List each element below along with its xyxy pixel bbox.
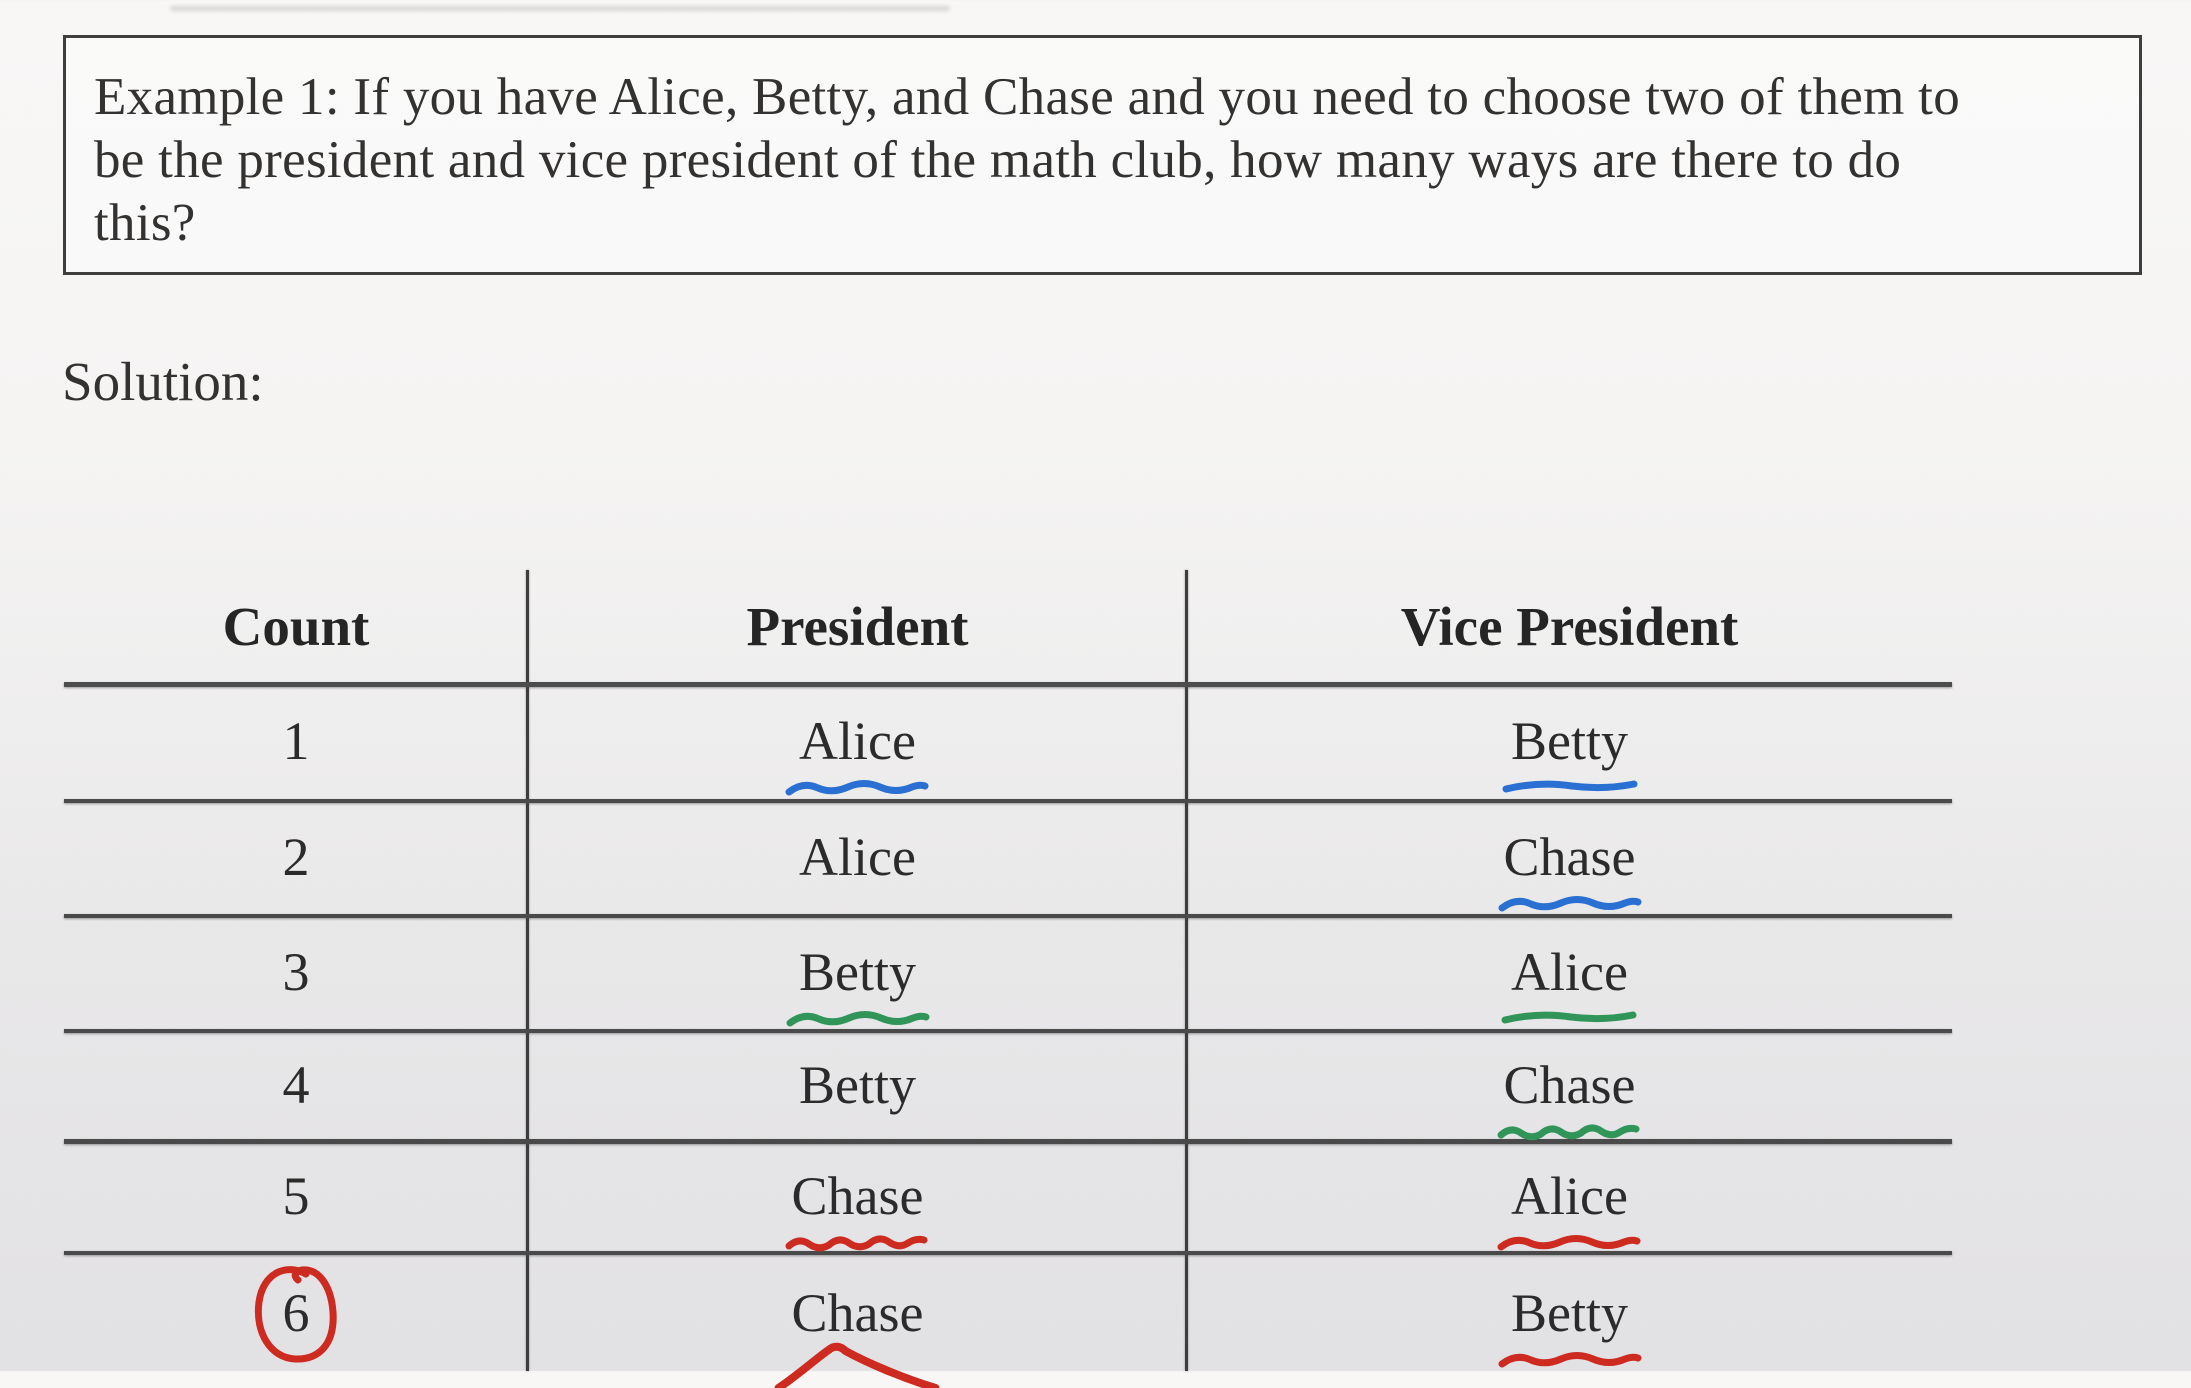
table-row: 6 Chase Betty [64, 1255, 1952, 1388]
president-cell: Alice [528, 686, 1187, 796]
question-line: be the president and vice president of t… [94, 131, 1902, 189]
question-line: this? [94, 194, 196, 252]
vice-president-cell: Alice [1187, 1144, 1952, 1251]
president-cell: Chase [528, 1255, 1187, 1388]
row-divider [64, 1139, 1952, 1144]
president-cell: Alice [528, 803, 1187, 911]
row-divider [64, 1251, 1952, 1255]
count-circle-mark [254, 1266, 337, 1363]
table-row: 4 Betty Chase [64, 1033, 1952, 1141]
permutations-table: Count President Vice President 1 Alice B… [64, 570, 1952, 1388]
count-value: 3 [282, 942, 310, 1002]
count-value: 6 [254, 1266, 337, 1363]
president-value: Alice [799, 827, 916, 887]
partial-circle-mark [774, 1342, 939, 1388]
vice-president-cell: Chase [1187, 1033, 1952, 1141]
vice-president-cell: Chase [1187, 803, 1952, 912]
count-cell: 1 [64, 686, 528, 796]
video-ghost-streak [170, 6, 950, 11]
table-row: 1 Alice Betty [64, 686, 1952, 796]
president-value: Alice [785, 710, 929, 796]
president-value: Chase [785, 1165, 927, 1252]
vice-president-value: Chase [1497, 1054, 1639, 1141]
table-header-count: Count [64, 570, 528, 682]
wavy-underline-mark [785, 1235, 927, 1252]
president-value: Chase [774, 1282, 939, 1388]
wavy-underline-mark [785, 780, 929, 796]
wavy-underline-mark [1497, 1124, 1639, 1141]
row-divider [64, 799, 1952, 803]
wavy-underline-mark [1501, 1011, 1637, 1024]
column-divider [1185, 570, 1188, 1371]
table-row: 3 Betty Alice [64, 918, 1952, 1027]
president-cell: Betty [528, 1033, 1187, 1137]
count-cell: 5 [64, 1144, 528, 1248]
table-row: 5 Chase Alice [64, 1144, 1952, 1252]
wavy-underline-mark [1502, 780, 1637, 793]
president-cell: Chase [528, 1144, 1187, 1252]
count-value: 4 [282, 1055, 310, 1115]
count-cell: 2 [64, 803, 528, 911]
header-divider-line [64, 682, 1952, 687]
wavy-underline-mark [1497, 1235, 1641, 1251]
vice-president-cell: Betty [1187, 1255, 1952, 1371]
header-label: Count [222, 595, 370, 657]
vice-president-value: Betty [1502, 710, 1637, 793]
count-value: 5 [282, 1166, 310, 1226]
count-value: 1 [282, 711, 310, 771]
wavy-underline-mark [1498, 896, 1641, 912]
row-divider [64, 1029, 1952, 1033]
count-cell: 3 [64, 918, 528, 1026]
vice-president-value: Chase [1498, 826, 1641, 912]
column-divider [526, 570, 529, 1371]
table-row: 2 Alice Chase [64, 803, 1952, 912]
count-value: 2 [282, 827, 310, 887]
table-body: 1 Alice Betty 2 Alice Chase 3 Betty Alic… [64, 570, 1952, 1388]
vice-president-cell: Alice [1187, 918, 1952, 1026]
question-box: Example 1: If you have Alice, Betty, and… [63, 35, 2142, 275]
question-line: Example 1: If you have Alice, Betty, and… [94, 68, 1960, 126]
president-cell: Betty [528, 918, 1187, 1027]
vice-president-cell: Betty [1187, 686, 1952, 796]
vice-president-value: Betty [1498, 1282, 1641, 1368]
table-header-row: Count President Vice President [64, 570, 1952, 682]
table-header-vice-president: Vice President [1187, 570, 1952, 682]
wavy-underline-mark [786, 1011, 929, 1027]
header-label: President [746, 595, 969, 657]
count-cell: 6 [64, 1255, 528, 1371]
header-label: Vice President [1400, 595, 1739, 657]
president-value: Betty [786, 941, 929, 1027]
row-divider [64, 914, 1952, 918]
president-value: Betty [799, 1055, 916, 1115]
vice-president-value: Alice [1501, 941, 1637, 1024]
count-cell: 4 [64, 1033, 528, 1137]
vice-president-value: Alice [1497, 1165, 1641, 1251]
table-header-president: President [528, 570, 1187, 682]
wavy-underline-mark [1498, 1352, 1641, 1368]
solution-label: Solution: [62, 351, 264, 412]
